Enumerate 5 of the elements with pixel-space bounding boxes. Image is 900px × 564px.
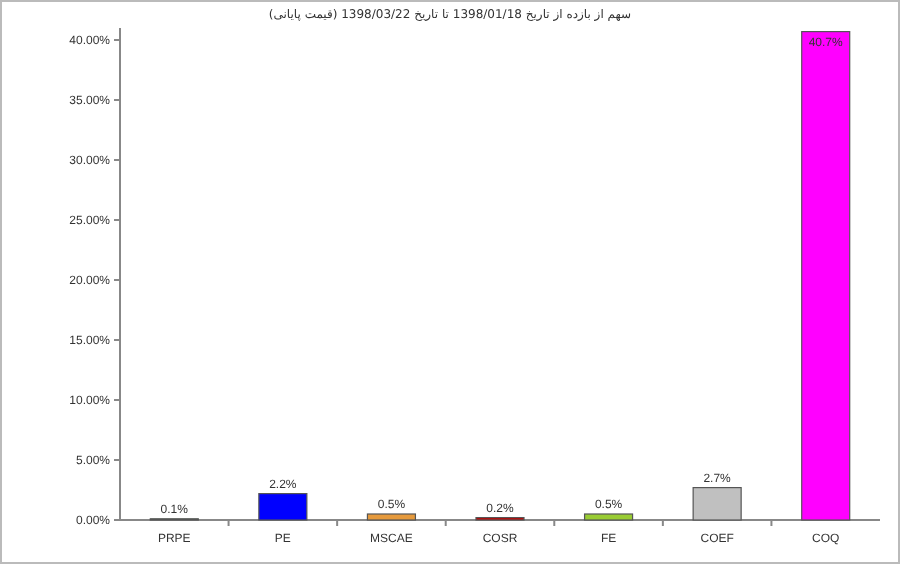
bar xyxy=(583,513,634,521)
bar xyxy=(366,513,417,521)
bar xyxy=(692,487,742,521)
bar xyxy=(258,493,308,521)
bar xyxy=(801,31,851,521)
